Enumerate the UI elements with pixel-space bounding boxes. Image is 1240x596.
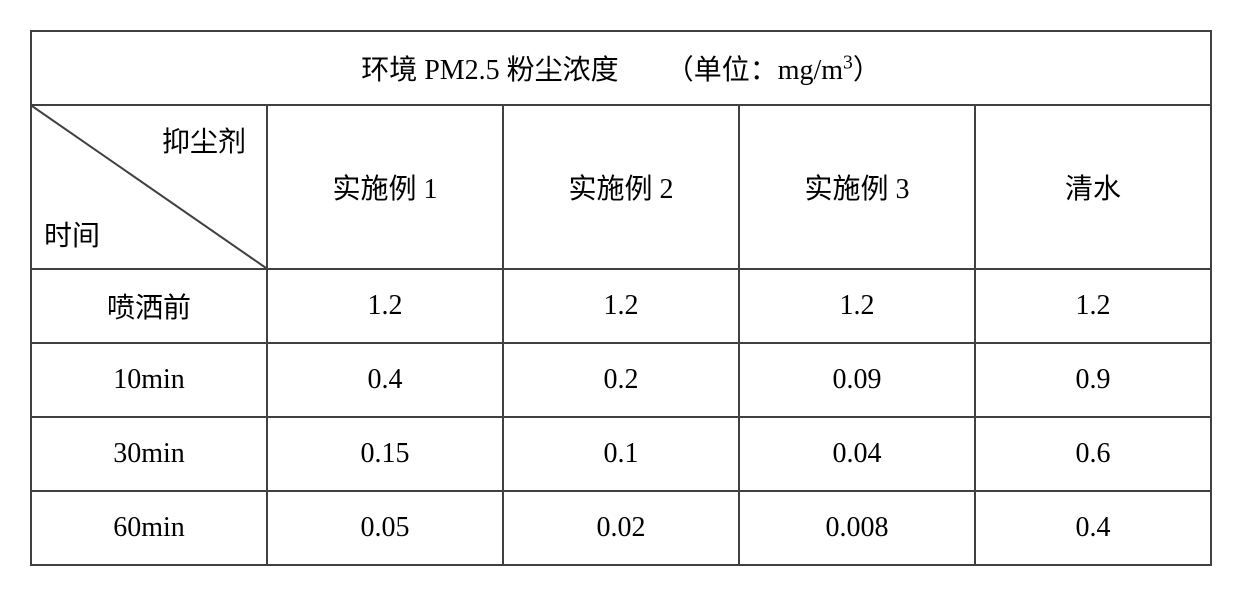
row-label: 喷洒前 xyxy=(31,269,267,343)
cell-value: 0.9 xyxy=(975,343,1211,417)
cell-value: 0.09 xyxy=(739,343,975,417)
cell-value: 0.2 xyxy=(503,343,739,417)
cell-value: 0.4 xyxy=(267,343,503,417)
row-label: 30min xyxy=(31,417,267,491)
pm25-table: 环境 PM2.5 粉尘浓度 （单位：mg/m3） 抑尘剂 时间 实施例 1 实施… xyxy=(30,30,1212,566)
column-header: 实施例 2 xyxy=(503,105,739,269)
cell-value: 1.2 xyxy=(503,269,739,343)
column-header: 实施例 1 xyxy=(267,105,503,269)
cell-value: 1.2 xyxy=(739,269,975,343)
table-row: 30min 0.15 0.1 0.04 0.6 xyxy=(31,417,1211,491)
row-label: 10min xyxy=(31,343,267,417)
diagonal-top-label: 抑尘剂 xyxy=(162,120,246,160)
diagonal-bottom-label: 时间 xyxy=(44,214,100,254)
table-title-cell: 环境 PM2.5 粉尘浓度 （单位：mg/m3） xyxy=(31,31,1211,105)
cell-value: 0.6 xyxy=(975,417,1211,491)
table-header-row: 抑尘剂 时间 实施例 1 实施例 2 实施例 3 清水 xyxy=(31,105,1211,269)
table-row: 10min 0.4 0.2 0.09 0.9 xyxy=(31,343,1211,417)
table-row: 喷洒前 1.2 1.2 1.2 1.2 xyxy=(31,269,1211,343)
diagonal-header-cell: 抑尘剂 时间 xyxy=(31,105,267,269)
table-title: 环境 PM2.5 粉尘浓度 xyxy=(361,48,618,88)
cell-value: 0.4 xyxy=(975,491,1211,565)
column-header: 实施例 3 xyxy=(739,105,975,269)
table-unit: （单位：mg/m3） xyxy=(666,48,881,88)
cell-value: 1.2 xyxy=(267,269,503,343)
cell-value: 0.15 xyxy=(267,417,503,491)
row-label: 60min xyxy=(31,491,267,565)
cell-value: 1.2 xyxy=(975,269,1211,343)
column-header: 清水 xyxy=(975,105,1211,269)
table-row: 60min 0.05 0.02 0.008 0.4 xyxy=(31,491,1211,565)
cell-value: 0.1 xyxy=(503,417,739,491)
table-title-row: 环境 PM2.5 粉尘浓度 （单位：mg/m3） xyxy=(31,31,1211,105)
cell-value: 0.05 xyxy=(267,491,503,565)
cell-value: 0.02 xyxy=(503,491,739,565)
cell-value: 0.008 xyxy=(739,491,975,565)
cell-value: 0.04 xyxy=(739,417,975,491)
